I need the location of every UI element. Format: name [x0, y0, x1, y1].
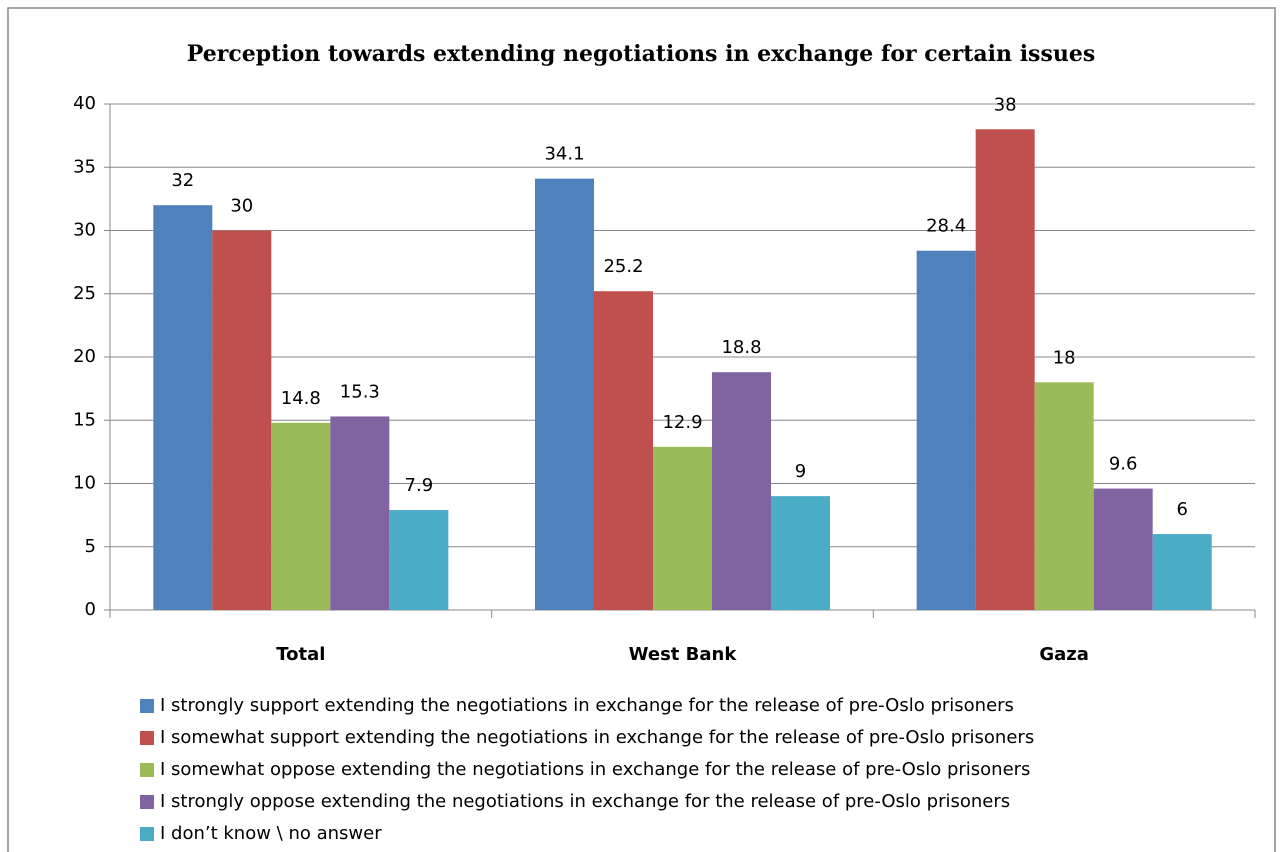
chart-border [7, 7, 1276, 852]
data-label: 12.9 [662, 412, 702, 433]
legend-swatch [140, 795, 154, 809]
data-label: 15.3 [340, 381, 380, 402]
legend-label: I somewhat support extending the negotia… [160, 727, 1034, 748]
data-label: 18.8 [721, 337, 761, 358]
bar [593, 291, 653, 610]
y-tick-label: 0 [85, 599, 96, 620]
data-label: 28.4 [926, 216, 966, 237]
y-tick-label: 30 [73, 220, 96, 241]
bar [534, 178, 594, 610]
bar [1034, 382, 1094, 610]
data-label: 32 [171, 170, 194, 191]
bar [916, 250, 976, 611]
data-label: 9 [795, 461, 806, 482]
legend-label: I strongly support extending the negotia… [160, 695, 1014, 716]
bar [652, 446, 713, 610]
x-tick-label: West Bank [629, 644, 738, 665]
legend-label: I don’t know \ no answer [160, 823, 382, 844]
y-tick-label: 40 [73, 93, 96, 114]
data-label: 9.6 [1109, 454, 1138, 475]
data-label: 14.8 [281, 388, 321, 409]
data-label: 18 [1053, 347, 1076, 368]
legend-swatch [140, 827, 154, 841]
bar [712, 372, 772, 610]
chart-title: Perception towards extending negotiation… [187, 41, 1095, 67]
bar [771, 496, 831, 610]
legend-label: I somewhat oppose extending the negotiat… [160, 759, 1030, 780]
data-label: 7.9 [405, 475, 434, 496]
data-label: 34.1 [544, 144, 584, 165]
bar [389, 510, 449, 610]
y-tick-label: 25 [73, 283, 96, 304]
bar [1152, 534, 1212, 610]
bar [212, 230, 272, 610]
data-label: 6 [1176, 499, 1187, 520]
bar [153, 205, 213, 610]
y-tick-label: 35 [73, 156, 96, 177]
y-tick-label: 5 [85, 536, 96, 557]
y-tick-label: 10 [73, 473, 96, 494]
data-label: 38 [994, 94, 1017, 115]
y-tick-label: 15 [73, 409, 96, 430]
data-label: 30 [230, 196, 253, 217]
x-tick-label: Gaza [1039, 644, 1089, 665]
bar [330, 416, 390, 610]
legend-swatch [140, 699, 154, 713]
legend-label: I strongly oppose extending the negotiat… [160, 791, 1010, 812]
x-tick-label: Total [276, 644, 325, 665]
y-tick-label: 20 [73, 346, 96, 367]
bar [1093, 488, 1153, 610]
data-label: 25.2 [603, 256, 643, 277]
legend-swatch [140, 731, 154, 745]
bar [975, 129, 1035, 611]
bar [271, 422, 331, 610]
legend-swatch [140, 763, 154, 777]
